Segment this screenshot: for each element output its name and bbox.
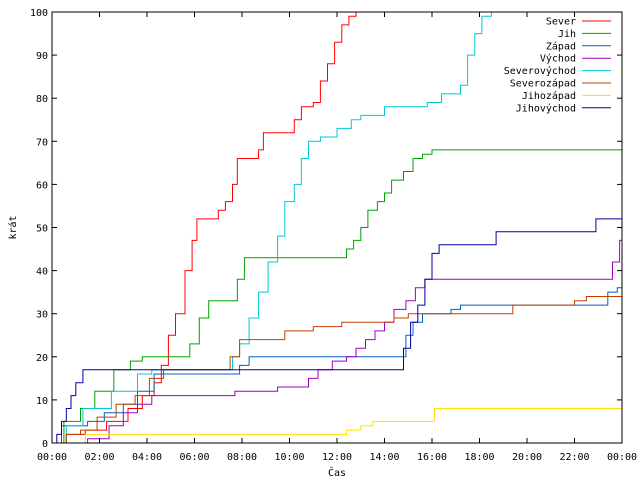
x-tick-label: 18:00 [464,452,494,463]
series-line [52,408,622,444]
y-tick-label: 50 [36,224,48,235]
x-tick-label: 06:00 [179,452,209,463]
legend-item: Jihovýchod [516,102,611,114]
series-line [52,279,623,444]
legend-label: Sever [546,17,576,28]
y-tick-label: 40 [36,267,48,278]
y-tick-label: 100 [30,8,48,19]
y-axis-label: krát [7,215,19,239]
x-tick-label: 20:00 [512,452,542,463]
y-tick-label: 0 [42,439,48,450]
x-tick-label: 00:00 [37,452,67,463]
legend-item: Sever [546,17,611,28]
legend: SeverJihZápadVýchodSeverovýchodSeverozáp… [504,17,611,114]
x-tick-label: 04:00 [132,452,162,463]
x-tick-label: 14:00 [369,452,399,463]
legend-item: Východ [540,53,611,65]
x-tick-label: 16:00 [417,452,447,463]
y-tick-label: 30 [36,310,48,321]
y-tick-label: 80 [36,94,48,105]
x-tick-label: 00:00 [607,452,637,463]
legend-label: Jihovýchod [516,102,576,114]
series-lines [52,11,623,444]
legend-item: Jihozápad [522,90,611,102]
legend-item: Západ [546,40,611,52]
y-tick-label: 20 [36,353,48,364]
x-tick-label: 12:00 [322,452,352,463]
legend-label: Jihozápad [522,90,576,102]
series-line [52,239,622,444]
x-tick-label: 02:00 [84,452,114,463]
legend-label: Jih [558,29,576,40]
x-axis-label: Čas [328,466,346,479]
y-tick-label: 70 [36,137,48,148]
y-tick-label: 90 [36,51,48,62]
legend-label: Severozápad [510,78,576,90]
legend-item: Jih [558,29,611,40]
y-tick-label: 10 [36,396,48,407]
y-tick-label: 60 [36,180,48,191]
x-tick-label: 08:00 [227,452,257,463]
axis-ticks: 00:00 02:00 04:00 06:00 08:00 10:00 12:00 14:00… [30,8,637,463]
legend-label: Severovýchod [504,65,576,77]
legend-item: Severozápad [510,78,611,90]
legend-label: Západ [546,40,576,52]
series-line [52,11,366,444]
series-line [52,11,504,444]
legend-label: Východ [540,53,576,65]
x-tick-label: 22:00 [559,452,589,463]
series-line [52,296,622,444]
x-tick-label: 10:00 [274,452,304,463]
series-line [52,218,622,444]
legend-item: Severovýchod [504,65,611,77]
